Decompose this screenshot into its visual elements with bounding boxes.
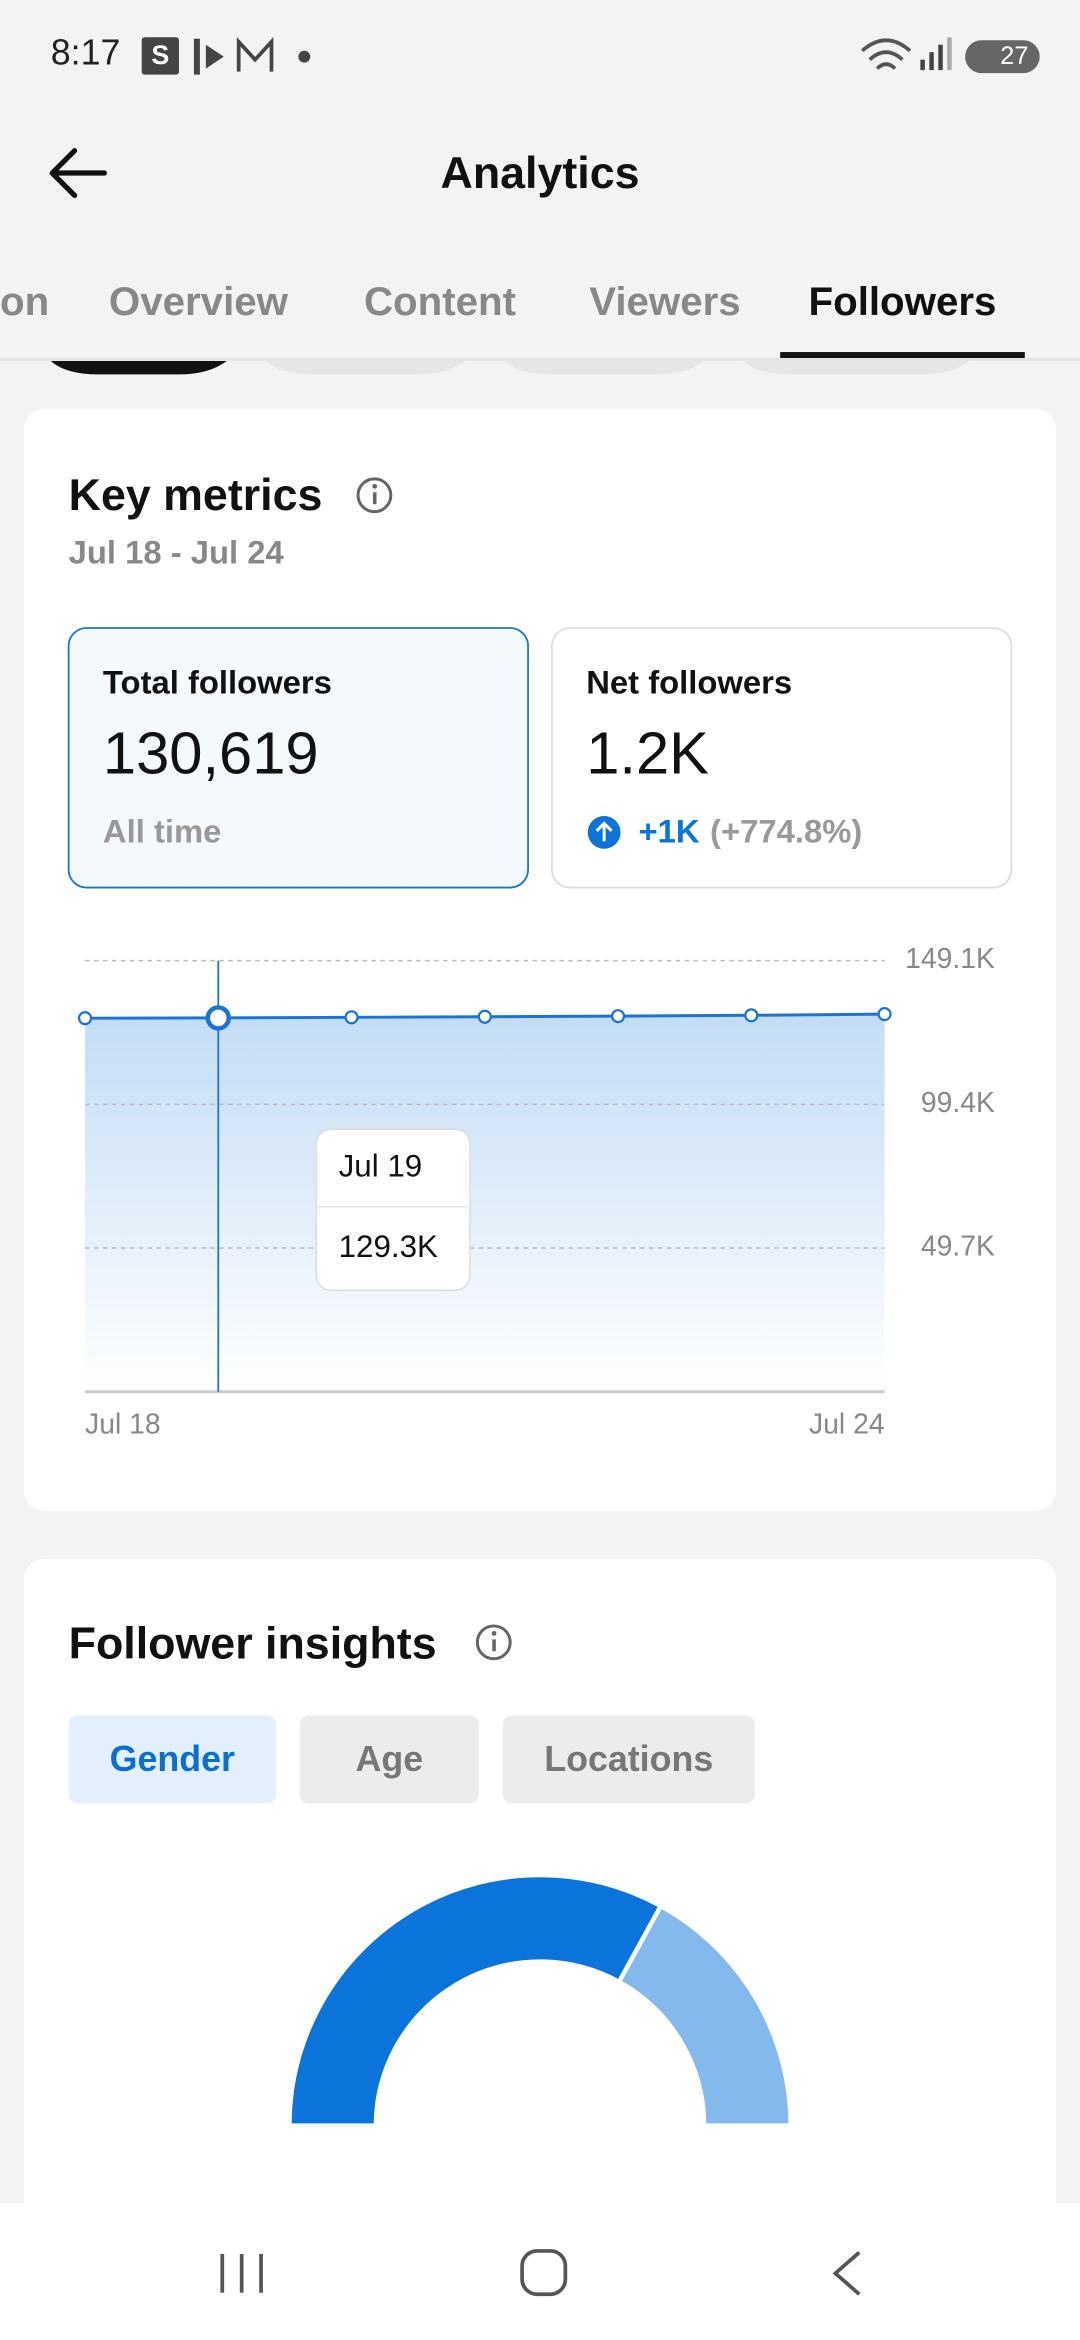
tooltip: [315, 1128, 471, 1292]
chip-row-partial: [50, 360, 970, 375]
metric-change-percent: (+774.8%): [710, 813, 862, 850]
y-tick-label: 149.1K: [905, 943, 995, 975]
battery-level: 27: [1000, 42, 1028, 70]
data-point[interactable]: [610, 1009, 626, 1024]
metric-note: All time: [103, 813, 221, 850]
filter-label: Age: [356, 1739, 424, 1779]
tooltip-value: 129.3K: [339, 1229, 438, 1264]
navigation-bar: [0, 2203, 1080, 2340]
tab[interactable]: Overview: [109, 279, 289, 324]
tooltip-date: Jul 19: [339, 1148, 423, 1183]
status-icons: S: [141, 36, 1040, 75]
section-title: Key metrics: [69, 470, 323, 520]
filter-chips: Gender Age Locations: [68, 1715, 755, 1804]
recents-button[interactable]: [220, 2253, 263, 2293]
donut-segment[interactable]: [287, 1872, 664, 2128]
data-point[interactable]: [744, 1008, 759, 1023]
metric-card[interactable]: [551, 627, 1013, 889]
home-button[interactable]: [520, 2249, 568, 2297]
area: [85, 1014, 885, 1392]
x-tick-label: Jul 24: [809, 1409, 885, 1441]
data-point[interactable]: [877, 1007, 892, 1022]
back-button[interactable]: [49, 148, 108, 199]
filter-label: Locations: [544, 1739, 713, 1779]
filter-chip[interactable]: [299, 1715, 479, 1804]
data-point[interactable]: [477, 1009, 492, 1024]
filter-chip[interactable]: [502, 1715, 755, 1804]
info-icon[interactable]: [475, 1624, 512, 1661]
tab-bar: on Overview Content Viewers Followers: [0, 279, 1025, 359]
tab-indicator: [780, 352, 1025, 359]
tab[interactable]: Content: [364, 279, 516, 324]
status-time: 8:17: [51, 33, 121, 73]
x-tick-label: Jul 18: [85, 1409, 161, 1441]
data-point[interactable]: [205, 1005, 231, 1031]
filter-label: Gender: [110, 1739, 235, 1779]
metric-value: 130,619: [103, 720, 319, 787]
metric-card[interactable]: [67, 627, 529, 889]
back-nav-button[interactable]: [832, 2251, 861, 2296]
data-point[interactable]: [344, 1010, 359, 1025]
tab[interactable]: Followers: [809, 279, 997, 324]
data-point[interactable]: [77, 1011, 93, 1026]
metric-label: Total followers: [103, 663, 332, 700]
up-arrow-icon: [587, 815, 621, 849]
date-range: Jul 18 - Jul 24: [69, 534, 285, 571]
svg-text:S: S: [151, 40, 169, 70]
filter-chip[interactable]: [68, 1715, 276, 1804]
tab[interactable]: Viewers: [589, 279, 741, 324]
metric-value: 1.2K: [586, 720, 709, 787]
y-tick-label: 49.7K: [921, 1231, 995, 1263]
gender-chart: [287, 1872, 793, 2128]
metric-label: Net followers: [586, 663, 792, 700]
section-title: Follower insights: [69, 1619, 437, 1669]
y-tick-label: 99.4K: [921, 1087, 995, 1119]
info-icon[interactable]: [356, 477, 393, 514]
donut-segment[interactable]: [616, 1903, 793, 2128]
tab[interactable]: on: [0, 279, 49, 324]
followers-chart: 49.7K 99.4K 149.1K Jul 18 Jul 24 Jul 19 129.3K: [77, 943, 995, 1441]
page-title: Analytics: [441, 148, 640, 198]
metric-change: +1K: [638, 813, 699, 850]
